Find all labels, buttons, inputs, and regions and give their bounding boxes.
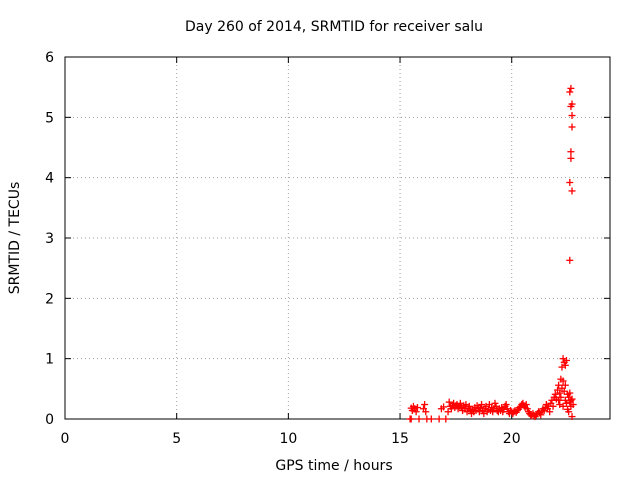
data-point (502, 401, 510, 409)
data-point (565, 408, 573, 416)
data-point (566, 256, 574, 264)
data-point (463, 408, 471, 416)
data-point (445, 398, 453, 406)
data-point (568, 112, 576, 120)
x-tick-label: 10 (279, 431, 297, 447)
data-point (561, 381, 569, 389)
data-point (556, 389, 564, 397)
data-point (562, 399, 570, 407)
data-point (562, 356, 570, 364)
data-point (427, 415, 435, 423)
data-point (413, 404, 421, 412)
y-axis-label: SRMTID / TECUs (7, 182, 23, 295)
x-tick-label: 15 (391, 431, 409, 447)
data-point (568, 100, 576, 108)
data-point (422, 408, 430, 416)
data-point (444, 408, 452, 416)
x-tick-label: 5 (172, 431, 181, 447)
data-point (569, 401, 577, 409)
data-point (566, 88, 574, 96)
data-point (566, 178, 574, 186)
data-point (567, 148, 575, 156)
data-point (567, 154, 575, 162)
y-tick-label: 3 (45, 231, 54, 247)
data-point (465, 402, 473, 410)
data-point (568, 187, 576, 195)
data-point (555, 381, 563, 389)
chart-title: Day 260 of 2014, SRMTID for receiver sal… (185, 19, 483, 35)
data-point (546, 408, 554, 416)
data-point (568, 413, 576, 421)
data-point (475, 408, 483, 416)
data-point (559, 377, 567, 385)
data-point (566, 389, 574, 397)
data-point (421, 401, 429, 409)
data-point (561, 361, 569, 369)
y-tick-label: 2 (45, 291, 54, 307)
grid-lines (65, 57, 610, 419)
data-point (557, 393, 565, 401)
y-tick-label: 5 (45, 110, 54, 126)
y-tick-label: 1 (45, 352, 54, 368)
y-tick-label: 6 (45, 50, 54, 66)
data-points (406, 84, 577, 423)
data-point (568, 123, 576, 131)
data-point (567, 84, 575, 92)
y-tick-label: 4 (45, 171, 54, 187)
y-tick-label: 0 (45, 412, 54, 428)
data-point (522, 401, 530, 409)
data-point (412, 408, 420, 416)
data-point (549, 402, 557, 410)
data-point (442, 415, 450, 423)
data-point (435, 415, 443, 423)
x-tick-label: 0 (61, 431, 70, 447)
data-point (440, 403, 448, 411)
data-point (491, 399, 499, 407)
data-point (523, 405, 531, 413)
data-point (560, 387, 568, 395)
x-axis-label: GPS time / hours (275, 458, 392, 474)
data-point (568, 395, 576, 403)
x-tick-labels: 0 5 10 15 20 (61, 431, 521, 447)
plot-frame (64, 56, 611, 420)
data-point (415, 415, 423, 423)
data-point (551, 390, 559, 398)
data-point (407, 415, 415, 423)
y-tick-labels: 0 1 2 3 4 5 6 (45, 50, 54, 428)
data-point (567, 396, 575, 404)
data-point (447, 405, 455, 413)
data-point (559, 402, 567, 410)
data-point (478, 401, 486, 409)
x-tick-label: 20 (503, 431, 521, 447)
data-point (537, 411, 545, 419)
